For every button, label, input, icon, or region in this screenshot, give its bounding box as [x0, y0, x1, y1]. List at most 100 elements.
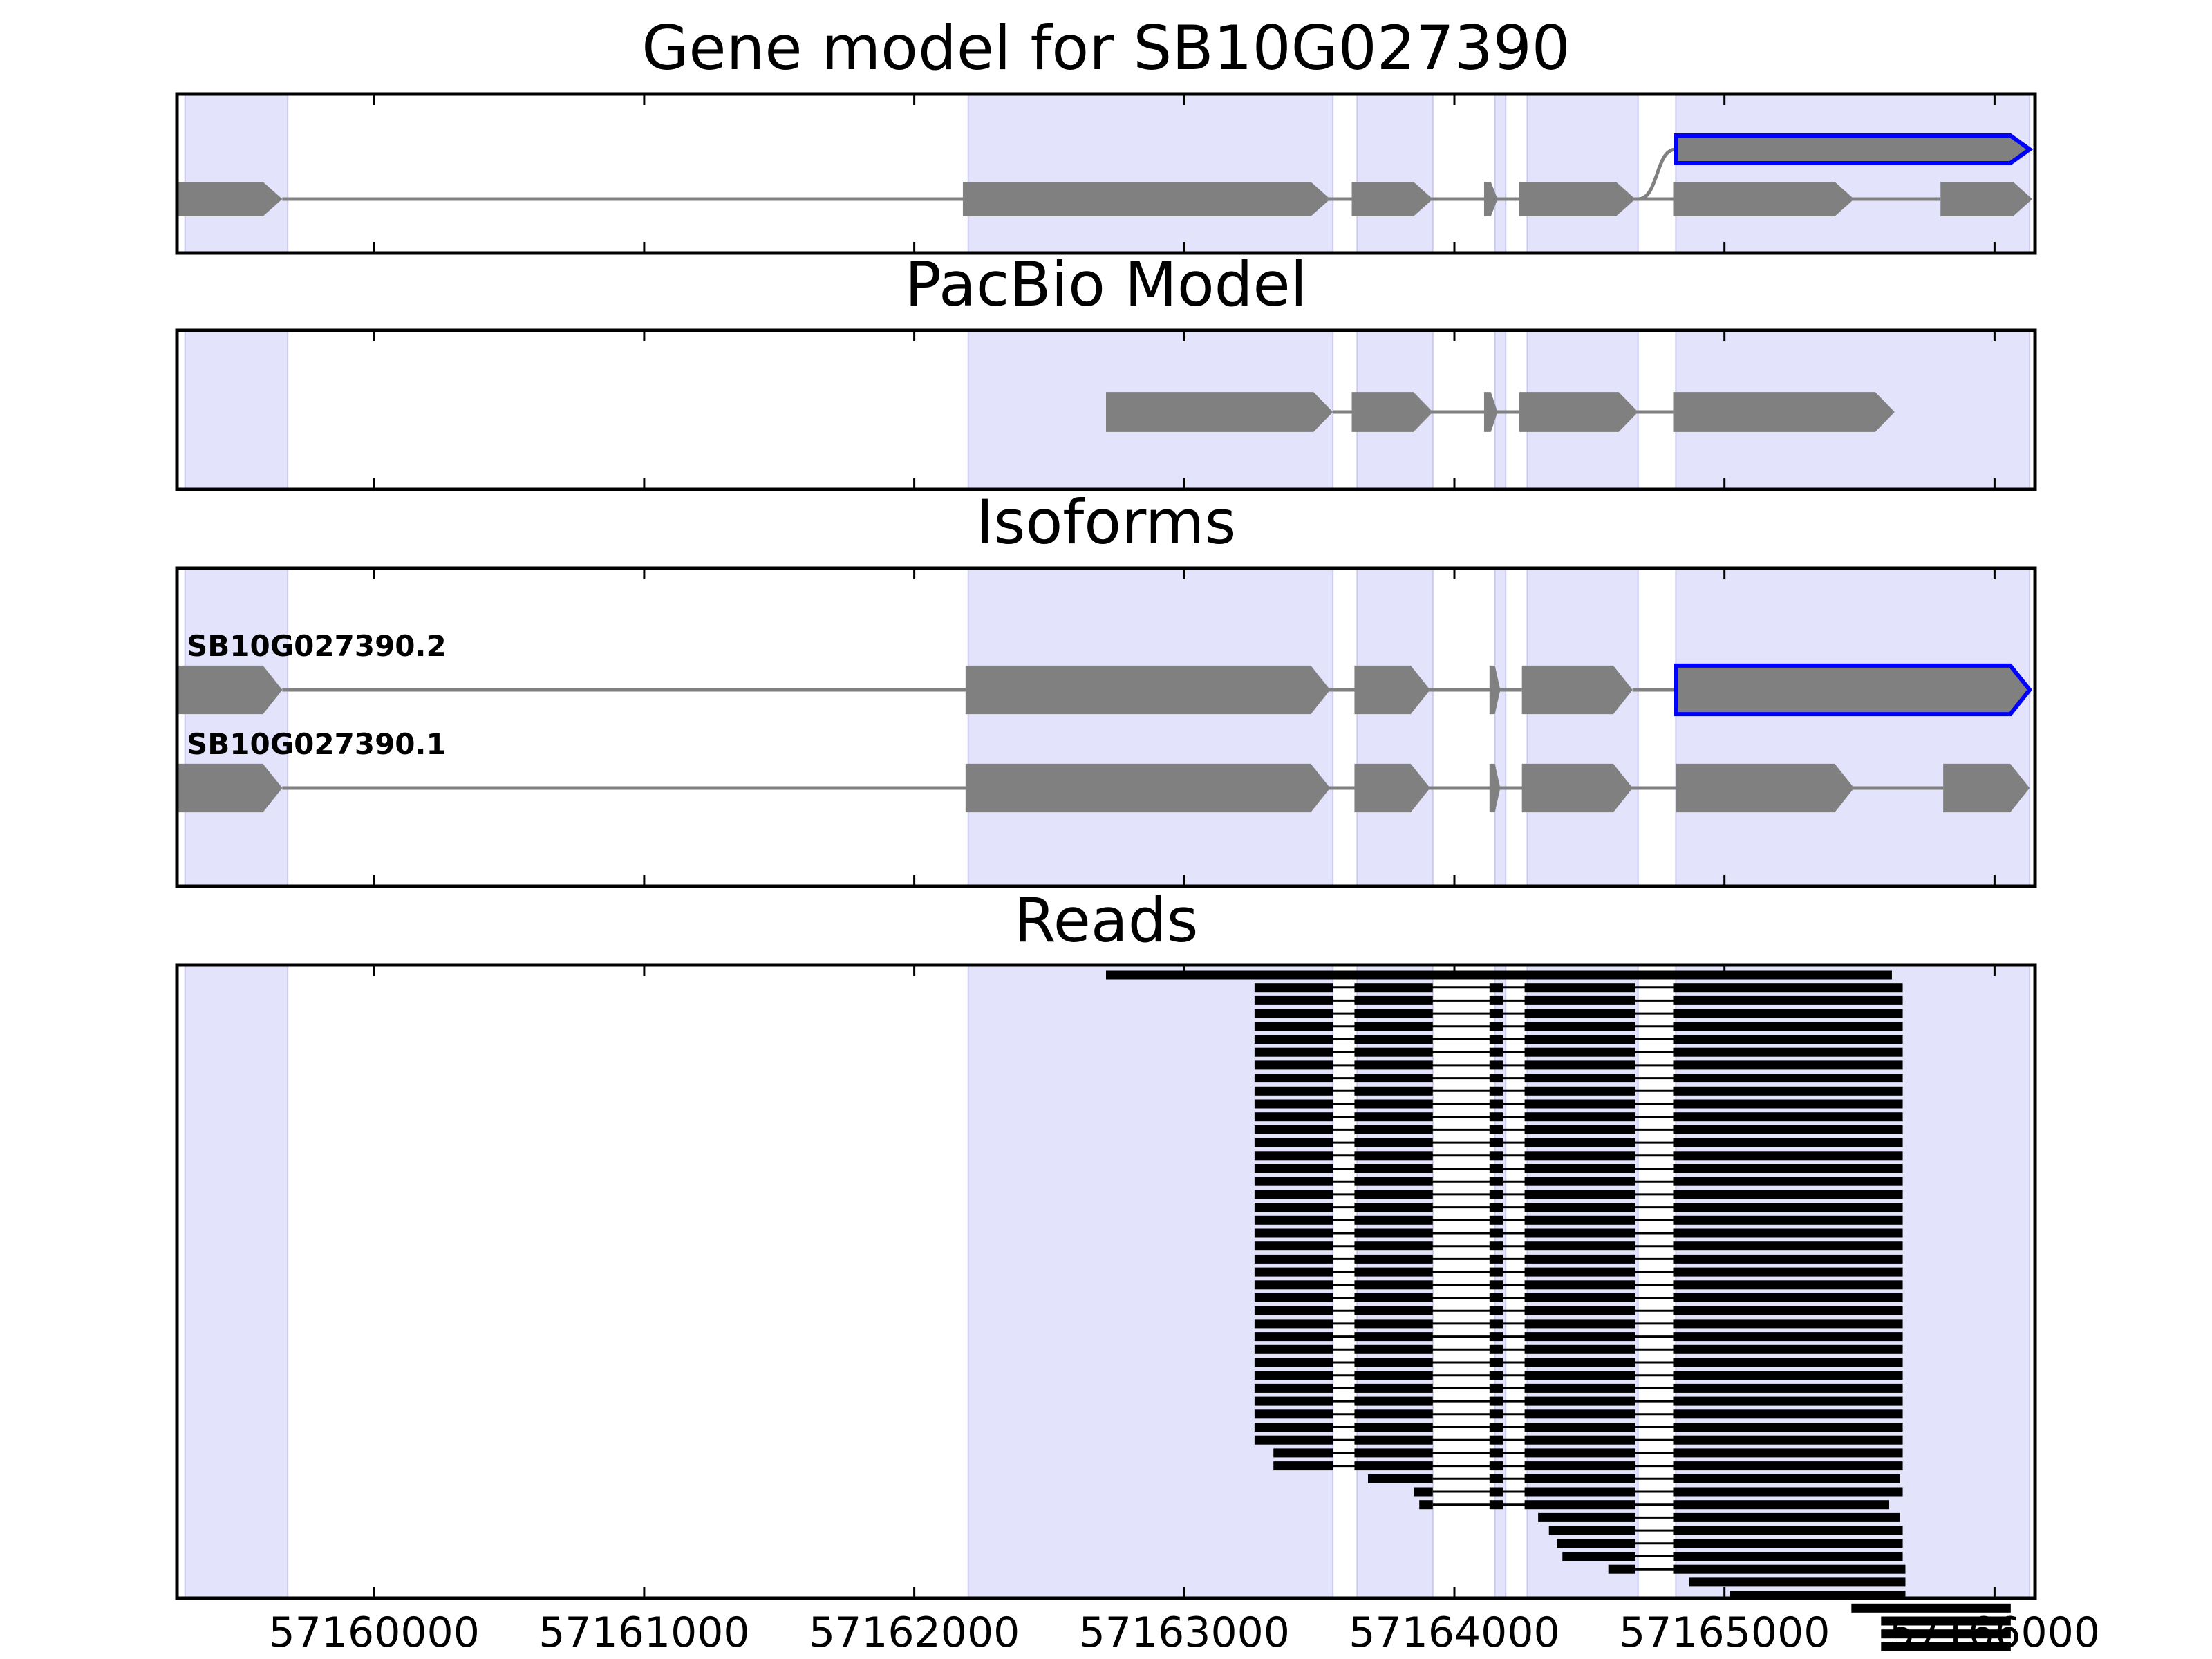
read-block	[1489, 1448, 1503, 1458]
read	[1414, 1487, 1903, 1497]
read-block	[1673, 1293, 1903, 1302]
x-tick-label: 57161000	[538, 1609, 749, 1657]
isoforms-shaded-region	[184, 568, 289, 887]
pacbio-model-title: PacBio Model	[905, 249, 1307, 320]
read-block	[1524, 1047, 1635, 1057]
read-block	[1354, 1203, 1433, 1212]
read	[1881, 1629, 2011, 1639]
read-block	[1673, 1099, 1903, 1109]
read-block	[1354, 1241, 1433, 1251]
read	[1254, 1203, 1903, 1212]
read	[1254, 1009, 1903, 1018]
read-block	[1881, 1616, 2011, 1626]
read-block	[1489, 1228, 1503, 1238]
read	[1254, 983, 1903, 993]
read-block	[1489, 1060, 1503, 1070]
read-block	[1524, 1190, 1635, 1199]
read-block	[1254, 983, 1333, 993]
read-block	[1673, 1267, 1903, 1277]
read-block	[1489, 1371, 1503, 1380]
gene-model-exon	[177, 182, 283, 216]
read-block	[1673, 1203, 1903, 1212]
reads-title: Reads	[1014, 885, 1199, 956]
read-block	[1489, 1022, 1503, 1031]
read-block	[1673, 1086, 1903, 1096]
read	[1689, 1577, 1906, 1587]
read-block	[1419, 1500, 1433, 1510]
isoforms-shaded-region	[1675, 568, 2031, 887]
read	[1254, 1293, 1903, 1302]
read-block	[1673, 1280, 1903, 1290]
read-block	[1851, 1603, 2011, 1613]
isoforms-transcript: SB10G027390.2	[177, 629, 1633, 715]
read-block	[1254, 1241, 1333, 1251]
read	[1881, 1616, 2011, 1626]
read-block	[1673, 1138, 1903, 1147]
read	[1557, 1539, 1903, 1548]
isoforms-panel: SB10G027390.2 SB10G027390.1	[175, 566, 2037, 888]
read-block	[1254, 1112, 1333, 1122]
x-tick-label: 57160000	[269, 1609, 480, 1657]
read	[1254, 1022, 1903, 1031]
isoforms-transcript	[1632, 663, 2033, 717]
read-block	[1673, 1306, 1903, 1315]
read-block	[1673, 1074, 1903, 1083]
read-block	[1673, 1396, 1903, 1406]
read	[1851, 1603, 2011, 1613]
read	[1254, 1306, 1903, 1315]
pacbio-model-exon	[1673, 392, 1895, 432]
read-block	[1354, 1280, 1433, 1290]
read-block	[1254, 1332, 1333, 1342]
isoforms-exon	[1354, 665, 1430, 715]
read-block	[1673, 1461, 1903, 1471]
read	[1254, 1396, 1903, 1406]
read	[1367, 1474, 1900, 1483]
read-block	[1524, 1358, 1635, 1367]
read-block	[1524, 1215, 1635, 1225]
pacbio-model-exon	[1519, 392, 1638, 432]
read-block	[1254, 1086, 1333, 1096]
read-block	[1524, 1203, 1635, 1212]
read	[1254, 1086, 1903, 1096]
read-block	[1524, 1409, 1635, 1419]
read-block	[1254, 1035, 1333, 1044]
gene-model-shaded-region	[1526, 93, 1639, 254]
read-block	[1673, 1177, 1903, 1186]
gene-model-exon	[1351, 182, 1433, 216]
read-block	[1524, 1086, 1635, 1096]
x-axis-tick-labels: 57160000 57161000 57162000 57163000 57164000…	[269, 1609, 2101, 1657]
read-block	[1254, 1138, 1333, 1147]
read-block	[1673, 1539, 1903, 1548]
read-block	[1673, 1009, 1903, 1018]
read-block	[1254, 1358, 1333, 1367]
read-block	[1354, 1190, 1433, 1199]
read	[1254, 1332, 1903, 1342]
read-block	[1354, 1047, 1433, 1057]
read	[1254, 1138, 1903, 1147]
gene-model-shaded-region	[1494, 93, 1507, 254]
read-block	[1354, 1423, 1433, 1432]
read	[1254, 1241, 1903, 1251]
read-block	[1254, 1099, 1333, 1109]
read-block	[1254, 1409, 1333, 1419]
read-block	[1673, 1241, 1903, 1251]
read-block	[1489, 1138, 1503, 1147]
gene-model-shaded-region	[967, 93, 1334, 254]
isoforms-shaded-region	[1526, 568, 1639, 887]
read-block	[1524, 1319, 1635, 1329]
read-block	[1254, 1177, 1333, 1186]
read-block	[1354, 1164, 1433, 1173]
reads-frame	[175, 963, 2037, 1600]
read-block	[1354, 1125, 1433, 1134]
read-block	[1524, 1280, 1635, 1290]
read-block	[1489, 1254, 1503, 1264]
read-block	[1689, 1577, 1906, 1587]
read-block	[1673, 1164, 1903, 1173]
pacbio-model-shaded-region	[184, 330, 289, 490]
isoforms-exon	[965, 763, 1331, 813]
read-block	[1354, 1358, 1433, 1367]
read-block	[1354, 1344, 1433, 1354]
read	[1548, 1526, 1903, 1535]
read	[1254, 1358, 1903, 1367]
read-block	[1548, 1526, 1635, 1535]
